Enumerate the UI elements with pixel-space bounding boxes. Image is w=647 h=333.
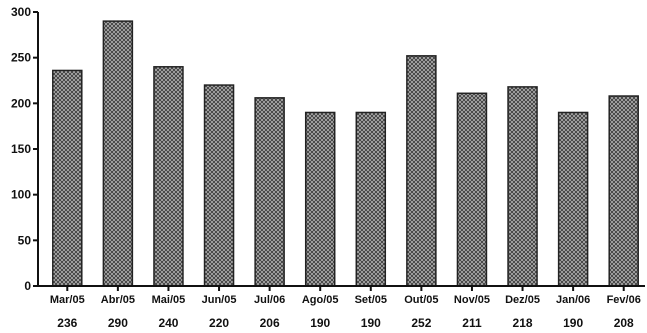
y-tick-label: 250: [11, 51, 31, 65]
bar-jul-06: [254, 97, 285, 287]
bar-mai-05: [153, 66, 184, 287]
x-category-label: Mar/05: [50, 294, 85, 306]
bar-value-label: 211: [462, 316, 482, 330]
y-tick-label: 50: [18, 233, 32, 247]
bar-jan-06: [557, 111, 589, 287]
bar-ago-05: [304, 111, 336, 287]
bar-abr-05: [102, 20, 134, 287]
bar-value-label: 220: [209, 316, 229, 330]
x-category-label: Set/05: [355, 294, 387, 306]
bar-value-label: 208: [614, 316, 634, 330]
bars: [52, 20, 639, 287]
bar-value-label: 240: [158, 316, 178, 330]
x-category-label: Abr/05: [101, 294, 135, 306]
x-category-label: Mai/05: [152, 294, 186, 306]
x-category-label: Fev/06: [607, 294, 641, 306]
bar-value-label: 206: [260, 316, 280, 330]
y-tick-label: 200: [11, 96, 31, 110]
bar-value-label: 190: [563, 316, 583, 330]
bar-nov-05: [456, 92, 488, 287]
bar-value-label: 252: [411, 316, 431, 330]
bar-out-05: [406, 55, 437, 287]
x-category-label: Jun/05: [202, 294, 237, 306]
bar-mar-05: [52, 69, 83, 287]
x-category-label: Dez/05: [505, 294, 540, 306]
x-category-label: Ago/05: [302, 294, 339, 306]
x-axis: Mar/05 236 Abr/05 290 Mai/05 240 Jun/05 220 Jul/…: [38, 285, 645, 330]
bar-fev-06: [608, 95, 639, 287]
bar-value-label: 190: [310, 316, 330, 330]
x-category-label: Jan/06: [556, 294, 590, 306]
x-category-label: Out/05: [404, 294, 438, 306]
bar-value-label: 290: [108, 316, 128, 330]
x-category-label: Nov/05: [454, 294, 490, 306]
bar-value-label: 218: [513, 316, 533, 330]
bar-value-label: 236: [57, 316, 77, 330]
y-tick-label: 0: [24, 279, 31, 293]
y-axis: 0 50 100 150 200 250 300: [11, 5, 39, 293]
y-tick-label: 300: [11, 5, 31, 19]
bar-dez-05: [507, 86, 538, 287]
bar-set-05: [355, 111, 387, 287]
y-tick-label: 150: [11, 142, 31, 156]
x-category-label: Jul/06: [254, 294, 285, 306]
bar-jun-05: [203, 84, 235, 287]
y-tick-label: 100: [11, 188, 31, 202]
bar-value-label: 190: [361, 316, 381, 330]
